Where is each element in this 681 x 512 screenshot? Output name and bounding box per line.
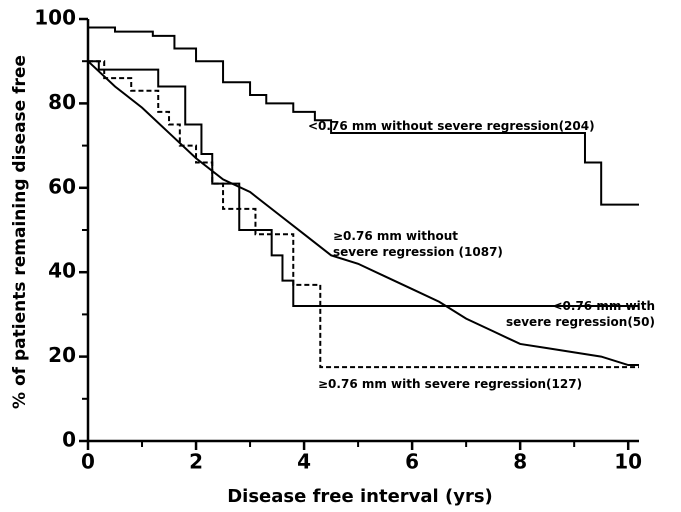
y-tick-label: 20	[48, 343, 76, 367]
series-line	[88, 60, 639, 369]
y-tick-label: 0	[62, 428, 76, 452]
x-tick-label: 6	[405, 450, 419, 474]
y-tick-label: 40	[48, 259, 76, 283]
x-tick-label: 10	[614, 450, 642, 474]
y-axis-label: % of patients remaining disease free	[10, 55, 30, 409]
y-tick-label: 100	[34, 6, 76, 30]
series-label: ≥0.76 mm without severe regression (1087…	[333, 229, 503, 259]
series-line	[88, 60, 639, 307]
x-tick-label: 0	[81, 450, 95, 474]
series-label: ≥0.76 mm with severe regression(127)	[318, 377, 583, 391]
series-label: <0.76 mm with severe regression(50)	[505, 299, 655, 329]
series-line	[88, 26, 639, 206]
x-tick-label: 4	[297, 450, 311, 474]
x-tick-label: 8	[513, 450, 527, 474]
y-tick-label: 80	[48, 90, 76, 114]
x-axis-label: Disease free interval (yrs)	[227, 486, 493, 507]
x-tick-label: 2	[189, 450, 203, 474]
series-label: <0.76 mm without severe regression(204)	[308, 119, 595, 133]
y-tick-label: 60	[48, 174, 76, 198]
